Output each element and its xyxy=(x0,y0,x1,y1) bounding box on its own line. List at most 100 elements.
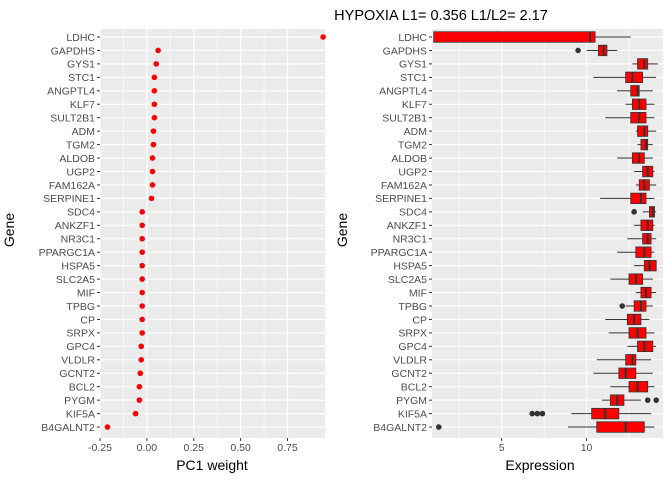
right-y-tick-label: KLF7 xyxy=(402,99,427,111)
left-y-tick-label: SULT2B1 xyxy=(50,113,95,125)
left-x-axis-label: PC1 weight xyxy=(176,457,248,473)
expression-box xyxy=(433,31,596,43)
left-x-tick-label: 0.50 xyxy=(230,442,251,454)
right-y-tick-label: CP xyxy=(412,314,427,326)
expression-box xyxy=(625,354,637,366)
pc1-weight-point xyxy=(151,114,158,121)
right-y-tick-label: ALDOB xyxy=(391,153,427,165)
pc1-weight-point xyxy=(132,410,139,417)
right-y-tick-label: SULT2B1 xyxy=(382,113,427,125)
left-y-tick-label: UGP2 xyxy=(66,166,95,178)
pc1-weight-point xyxy=(151,88,158,94)
pc1-weight-point xyxy=(149,168,156,175)
pc1-weight-point xyxy=(139,330,145,336)
left-y-tick-label: ANGPTL4 xyxy=(47,86,95,98)
left-y-tick-label: PYGM xyxy=(64,395,95,407)
box-outlier xyxy=(435,424,442,430)
left-y-tick-label: CP xyxy=(80,314,95,326)
pc1-weight-point xyxy=(139,262,145,269)
left-y-tick-label: SRPX xyxy=(66,328,95,340)
right-x-tick-label: 10 xyxy=(581,442,593,454)
left-y-tick-label: PPARGC1A xyxy=(39,247,95,259)
chart-title: HYPOXIA L1= 0.356 L1/L2= 2.17 xyxy=(334,8,548,24)
right-y-tick-label: NR3C1 xyxy=(393,234,428,246)
expression-box xyxy=(625,71,644,83)
right-y-tick-label: VLDLR xyxy=(393,355,427,367)
box-outlier xyxy=(619,303,626,309)
pc1-weight-point xyxy=(139,303,145,309)
pc1-weight-point xyxy=(149,155,156,161)
right-y-tick-label: GCNT2 xyxy=(391,368,427,380)
right-y-tick-label: SLC2A5 xyxy=(388,274,427,286)
left-y-tick-label: ALDOB xyxy=(59,153,95,165)
right-y-tick-label: HSPA5 xyxy=(393,260,427,272)
right-y-tick-label: KIF5A xyxy=(398,408,427,420)
box-outlier xyxy=(644,397,651,403)
pc1-weight-point xyxy=(139,235,145,242)
pc1-weight-point xyxy=(139,209,145,215)
box-outlier xyxy=(631,209,637,215)
left-y-tick-label: SLC2A5 xyxy=(56,274,95,286)
left-y-tick-label: KLF7 xyxy=(70,99,95,111)
left-y-tick-label: NR3C1 xyxy=(61,234,96,246)
left-y-tick-label: SERPINE1 xyxy=(43,193,95,205)
expression-box xyxy=(596,421,645,433)
left-x-tick-label: 0.75 xyxy=(277,442,298,454)
left-x-tick-label: 0.25 xyxy=(184,442,205,454)
right-y-tick-label: ANGPTL4 xyxy=(379,86,427,98)
right-x-axis-label: Expression xyxy=(505,457,574,473)
right-y-tick-label: PYGM xyxy=(396,395,427,407)
pc1-weight-point xyxy=(139,222,145,229)
pc1-weight-point xyxy=(150,141,157,148)
right-y-tick-label: SDC4 xyxy=(399,207,427,219)
left-y-tick-label: TGM2 xyxy=(66,139,95,151)
right-y-tick-label: ANKZF1 xyxy=(387,220,427,232)
right-y-tick-label: UGP2 xyxy=(398,166,427,178)
right-y-tick-label: PPARGC1A xyxy=(371,247,427,259)
pc1-weight-point xyxy=(139,289,145,296)
left-y-tick-label: GPC4 xyxy=(66,341,95,353)
right-y-tick-label: SRPX xyxy=(398,328,427,340)
pc1-weight-point xyxy=(320,34,326,40)
left-y-tick-label: STC1 xyxy=(68,72,95,84)
left-y-tick-label: TPBG xyxy=(66,301,95,313)
box-outlier xyxy=(529,410,536,417)
right-y-tick-label: GYS1 xyxy=(399,59,427,71)
expression-box xyxy=(637,125,649,137)
expression-panel: 5 10LDHCGAPDHSGYS1STC1ANGPTL4KLF7SULT2B1A… xyxy=(371,29,663,454)
pc1-weight-point xyxy=(104,424,111,430)
pc1-weight-point xyxy=(151,101,158,108)
right-y-tick-label: GPC4 xyxy=(398,341,427,353)
right-y-tick-label: STC1 xyxy=(400,72,427,84)
pc1-weight-point xyxy=(151,74,158,81)
pc1-weight-point xyxy=(139,316,145,323)
left-y-tick-label: SDC4 xyxy=(67,207,95,219)
left-y-tick-label: HSPA5 xyxy=(61,260,95,272)
left-y-tick-label: FAM162A xyxy=(49,180,95,192)
pc1-weight-point xyxy=(136,383,143,390)
pc1-weight-point xyxy=(150,128,157,134)
left-y-tick-label: ANKZF1 xyxy=(55,220,95,232)
left-y-tick-label: GAPDHS xyxy=(51,45,95,57)
expression-box xyxy=(630,192,647,205)
left-y-tick-label: KIF5A xyxy=(66,408,95,420)
left-y-tick-label: MIF xyxy=(77,287,95,299)
pc1-weight-point xyxy=(139,276,145,282)
left-y-tick-label: LDHC xyxy=(66,32,95,44)
left-y-tick-label: ADM xyxy=(72,126,95,138)
pc1-weight-point xyxy=(137,370,144,377)
pc1-weight-point xyxy=(149,182,156,188)
expression-box xyxy=(618,367,637,379)
left-x-tick-label: 0.00 xyxy=(137,442,158,454)
right-y-tick-label: TGM2 xyxy=(398,139,427,151)
box-outlier xyxy=(575,47,581,54)
left-y-tick-label: GYS1 xyxy=(67,59,95,71)
box-outlier xyxy=(534,410,541,417)
pc1-weight-point xyxy=(153,61,160,67)
right-y-tick-label: LDHC xyxy=(398,32,427,44)
left-x-tick-label: -0.25 xyxy=(88,442,112,454)
pc1-weight-point xyxy=(139,249,145,255)
expression-box xyxy=(640,138,649,151)
